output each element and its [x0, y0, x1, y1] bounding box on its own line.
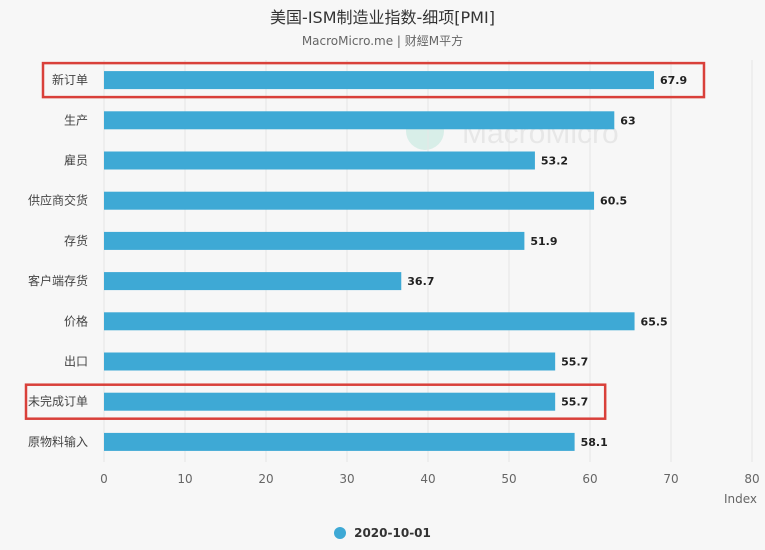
- category-label: 客户端存货: [28, 273, 88, 288]
- bar[interactable]: [104, 231, 525, 250]
- legend[interactable]: 2020-10-01: [0, 526, 765, 540]
- x-tick-label: 80: [744, 472, 759, 486]
- value-labels: 67.9 63 53.2 60.5 51.9 36.7 65.5 55.7 55.7 58.1: [407, 74, 687, 449]
- value-label: 55.7: [561, 396, 588, 409]
- bar[interactable]: [104, 191, 595, 210]
- bar[interactable]: [104, 432, 575, 451]
- category-label: 出口: [64, 355, 88, 369]
- category-label: 原物料输入: [28, 434, 88, 449]
- value-label: 67.9: [660, 74, 687, 87]
- x-axis-ticks: 0 10 20 30 40 50 60 70 80: [100, 472, 759, 486]
- value-label: 53.2: [541, 155, 568, 168]
- value-label: 65.5: [641, 315, 668, 328]
- x-tick-label: 70: [663, 472, 678, 486]
- bars: [104, 71, 654, 451]
- bar[interactable]: [104, 151, 535, 170]
- category-label: 未完成订单: [28, 394, 88, 409]
- x-tick-label: 50: [501, 472, 516, 486]
- category-label: 雇员: [64, 153, 88, 168]
- category-label: 价格: [64, 313, 88, 328]
- bar[interactable]: [104, 312, 635, 331]
- x-tick-label: 30: [339, 472, 354, 486]
- value-label: 60.5: [600, 195, 627, 208]
- bar[interactable]: [104, 111, 615, 130]
- highlight-box: [24, 383, 607, 420]
- legend-swatch-icon: [334, 527, 347, 539]
- category-label: 存货: [64, 233, 88, 248]
- category-label: 生产: [64, 113, 88, 127]
- x-tick-label: 10: [177, 472, 192, 486]
- value-label: 55.7: [561, 356, 588, 369]
- legend-label: 2020-10-01: [354, 526, 431, 540]
- bar[interactable]: [104, 352, 556, 371]
- category-label: 供应商交货: [28, 193, 88, 208]
- x-axis-label: Index: [724, 492, 757, 506]
- value-label: 63: [620, 114, 635, 127]
- x-tick-label: 40: [420, 472, 435, 486]
- x-tick-label: 20: [258, 472, 273, 486]
- x-tick-label: 0: [100, 472, 108, 486]
- bar[interactable]: [104, 71, 654, 90]
- highlight-boxes: [24, 61, 706, 420]
- bar[interactable]: [104, 392, 556, 411]
- value-label: 36.7: [407, 275, 434, 288]
- highlight-box: [41, 61, 706, 99]
- value-label: 58.1: [581, 436, 608, 449]
- bar[interactable]: [104, 272, 402, 291]
- chart-subtitle: MacroMicro.me | 财經M平方: [301, 34, 464, 48]
- chart-title: 美国-ISM制造业指数-细项[PMI]: [270, 8, 495, 27]
- value-label: 51.9: [530, 235, 557, 248]
- x-tick-label: 60: [582, 472, 597, 486]
- category-label: 新订单: [52, 72, 88, 87]
